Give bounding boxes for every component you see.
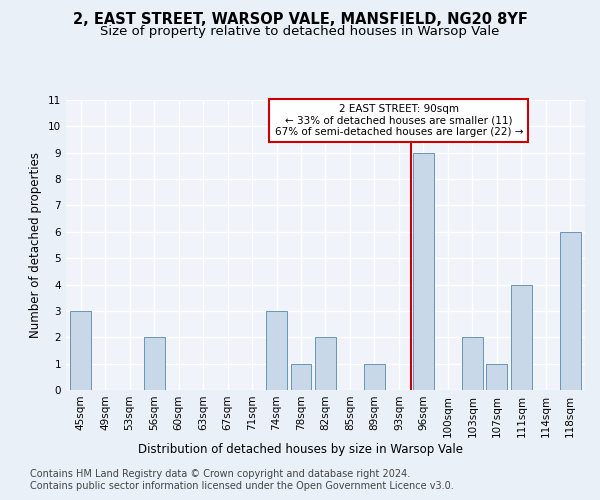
Bar: [315, 338, 336, 390]
Text: 2 EAST STREET: 90sqm
← 33% of detached houses are smaller (11)
67% of semi-detac: 2 EAST STREET: 90sqm ← 33% of detached h…: [275, 104, 523, 137]
Bar: [413, 152, 434, 390]
Bar: [290, 364, 311, 390]
Text: Contains public sector information licensed under the Open Government Licence v3: Contains public sector information licen…: [30, 481, 454, 491]
Bar: [364, 364, 385, 390]
Bar: [70, 311, 91, 390]
Bar: [266, 311, 287, 390]
Text: Size of property relative to detached houses in Warsop Vale: Size of property relative to detached ho…: [100, 25, 500, 38]
Text: Contains HM Land Registry data © Crown copyright and database right 2024.: Contains HM Land Registry data © Crown c…: [30, 469, 410, 479]
Bar: [144, 338, 164, 390]
Text: 2, EAST STREET, WARSOP VALE, MANSFIELD, NG20 8YF: 2, EAST STREET, WARSOP VALE, MANSFIELD, …: [73, 12, 527, 28]
Bar: [560, 232, 581, 390]
Bar: [511, 284, 532, 390]
Bar: [487, 364, 507, 390]
Text: Distribution of detached houses by size in Warsop Vale: Distribution of detached houses by size …: [137, 442, 463, 456]
Y-axis label: Number of detached properties: Number of detached properties: [29, 152, 43, 338]
Bar: [462, 338, 483, 390]
